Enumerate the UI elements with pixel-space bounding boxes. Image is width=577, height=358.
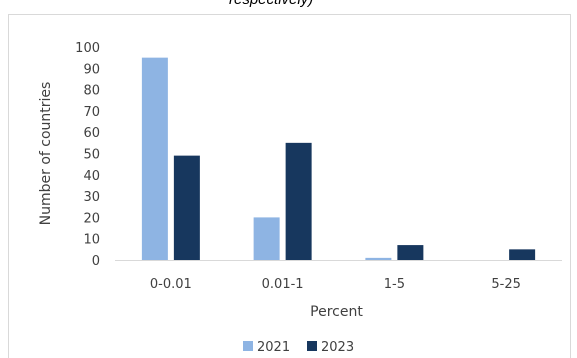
bar-2021-1-5 [365, 257, 392, 260]
y-tick-label: 40 [83, 169, 100, 184]
x-axis-ticks: 0-0.01 0.01-1 1-5 5-25 [150, 277, 521, 292]
x-axis-title: Percent [310, 304, 363, 320]
x-tick-label: 0.01-1 [262, 277, 304, 292]
y-tick-label: 30 [83, 190, 100, 205]
y-axis-title: Number of countries [38, 82, 54, 226]
bar-2021-0.01-1 [253, 217, 280, 260]
bar-2023-0-0.01 [173, 155, 200, 260]
x-tick-label: 1-5 [384, 277, 405, 292]
y-tick-label: 0 [92, 254, 100, 269]
y-tick-label: 80 [83, 84, 100, 99]
y-tick-label: 90 [83, 62, 100, 77]
y-axis-ticks: 0 10 20 30 40 50 60 70 80 90 100 [75, 41, 100, 269]
bar-2023-1-5 [397, 245, 424, 260]
y-tick-label: 20 [83, 211, 100, 226]
bar-2023-5-25 [509, 249, 536, 260]
legend: 2021 2023 [243, 340, 354, 355]
y-tick-label: 100 [75, 41, 100, 56]
caption-fragment: respectively) [0, 0, 577, 16]
legend-label-2023: 2023 [321, 340, 354, 355]
x-tick-label: 5-25 [491, 277, 521, 292]
bars [141, 57, 536, 261]
y-tick-label: 60 [83, 126, 100, 141]
bar-2023-0.01-1 [285, 142, 312, 260]
y-tick-label: 70 [83, 105, 100, 120]
x-tick-label: 0-0.01 [150, 277, 192, 292]
y-tick-label: 10 [83, 233, 100, 248]
legend-swatch-2021 [243, 341, 253, 351]
legend-label-2021: 2021 [257, 340, 290, 355]
y-tick-label: 50 [83, 148, 100, 163]
bar-2021-0-0.01 [141, 57, 168, 261]
caption-text: respectively) [229, 0, 313, 8]
legend-swatch-2023 [307, 341, 317, 351]
